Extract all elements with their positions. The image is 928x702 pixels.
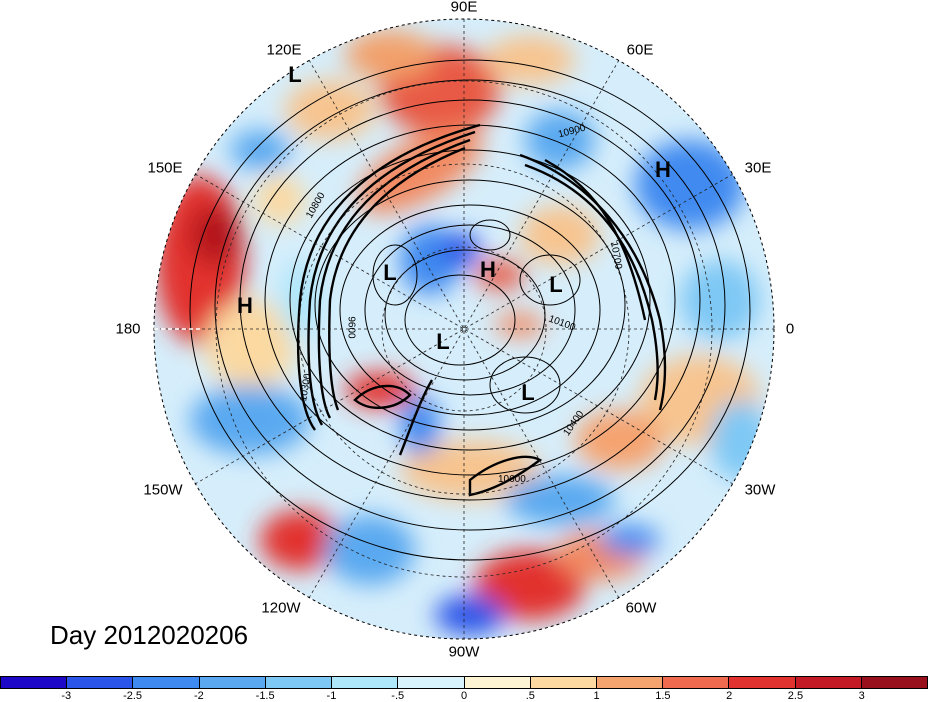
lon-label-180: 180 [115,320,141,338]
colorbar-swatch [860,677,928,688]
low-pressure-marker: L [288,62,302,87]
colorbar [0,676,928,689]
anomaly-field [154,19,774,639]
high-pressure-marker: H [480,257,496,282]
lon-label-30w: 30W [744,481,776,499]
lon-label-0: 0 [785,320,795,338]
colorbar-swatch [529,677,596,688]
colorbar-swatch [198,677,265,688]
lon-label-150w: 150W [143,481,183,499]
low-pressure-marker: L [549,272,563,297]
colorbar-tick-label: 2 [726,690,733,702]
low-pressure-marker: L [383,260,397,285]
graticule [154,19,774,639]
colorbar-tick-label: 3 [858,690,865,702]
lon-label-90e: 90E [450,0,478,16]
plot-title: Day 2012020206 [50,620,249,650]
colorbar-swatch [331,677,398,688]
colorbar-tick-label: -1 [326,690,337,702]
colorbar-swatch [66,677,133,688]
colorbar-tick-label: 1 [593,690,600,702]
colorbar-tick-label: -.5 [391,690,405,702]
colorbar-tick-label: -2.5 [123,690,143,702]
colorbar-tick-label: -2 [193,690,204,702]
colorbar-swatch [794,677,861,688]
colorbar-tick-label: 1.5 [655,690,671,702]
colorbar-swatch [662,677,729,688]
colorbar-swatch [728,677,795,688]
lon-label-60w: 60W [625,599,657,617]
high-pressure-marker: H [237,293,253,318]
lon-label-120e: 120E [266,41,302,59]
colorbar-swatch [397,677,464,688]
low-pressure-marker: L [436,329,450,354]
colorbar-swatch [1,677,67,688]
wind-speed-contours [296,123,667,497]
low-pressure-marker: L [521,380,535,405]
colorbar-swatch [132,677,199,688]
colorbar-tick-label: 2.5 [787,690,804,702]
colorbar-tick-label: 0 [460,690,468,702]
high-pressure-marker: H [655,157,671,182]
lon-label-90w: 90W [448,643,480,661]
colorbar-tick-label: -3 [61,690,72,702]
height-contours [189,59,751,561]
lon-label-150e: 150E [147,159,183,177]
colorbar-swatch [264,677,332,688]
lon-label-120w: 120W [261,599,301,617]
colorbar-swatch [463,677,530,688]
lon-label-60e: 60E [626,41,654,59]
contour-label: 10600 [498,474,526,485]
colorbar-swatch [595,677,663,688]
contour-label: 9600 [345,316,357,339]
colorbar-tick-label: -1.5 [255,690,275,702]
colorbar-tick-label: .5 [525,690,535,702]
lon-label-30e: 30E [744,159,772,177]
